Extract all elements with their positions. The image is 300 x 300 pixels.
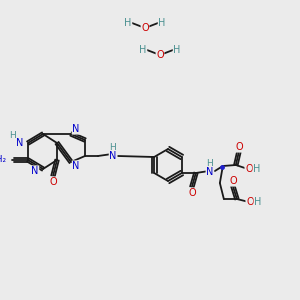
Text: N: N: [206, 167, 214, 177]
Text: H: H: [173, 45, 181, 55]
Text: N: N: [31, 166, 39, 176]
Text: H: H: [206, 160, 213, 169]
Text: O: O: [229, 176, 237, 186]
Text: O: O: [245, 164, 253, 174]
Text: N: N: [72, 124, 80, 134]
Text: H: H: [158, 18, 166, 28]
Text: N: N: [109, 151, 117, 161]
Text: NH₂: NH₂: [0, 155, 6, 164]
Text: N: N: [72, 161, 80, 171]
Text: O: O: [156, 50, 164, 60]
Text: O: O: [49, 177, 57, 187]
Text: H: H: [254, 197, 262, 207]
Text: H: H: [139, 45, 147, 55]
Text: O: O: [141, 23, 149, 33]
Text: H: H: [110, 143, 116, 152]
Text: H: H: [253, 164, 260, 174]
Text: H: H: [124, 18, 132, 28]
Text: O: O: [235, 142, 243, 152]
Text: O: O: [246, 197, 254, 207]
Text: N: N: [16, 138, 24, 148]
Text: H: H: [10, 130, 16, 140]
Text: O: O: [188, 188, 196, 198]
